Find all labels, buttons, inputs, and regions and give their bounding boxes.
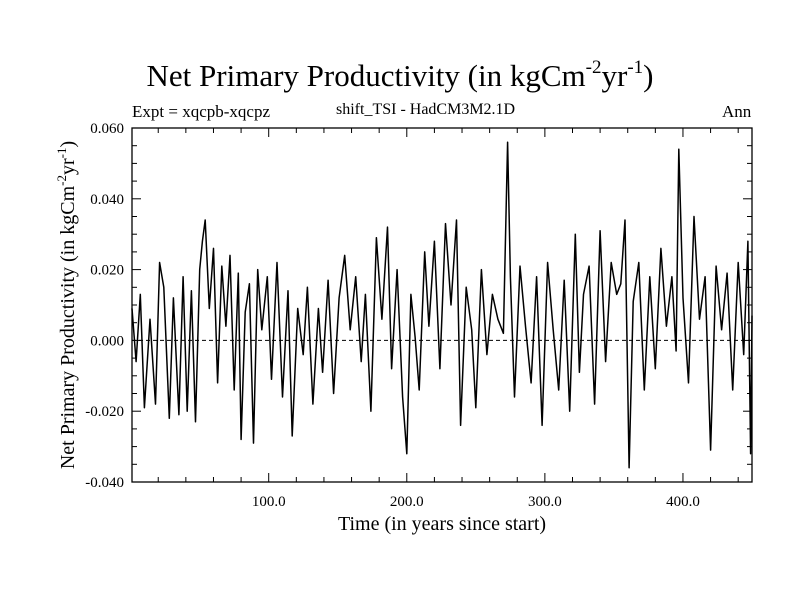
x-axis-title: Time (in years since start) (338, 513, 546, 535)
series-line-0 (131, 141, 753, 469)
y-axis-title: Net Primary Productivity (in kgCm-2yr-1) (54, 141, 79, 469)
title-exponent-1: -2 (585, 57, 602, 78)
chart-title: Net Primary Productivity (in kgCm-2yr-1) (0, 58, 800, 94)
title-end-text: ) (643, 58, 654, 93)
y-tick-label: 0.020 (90, 263, 124, 279)
y-title-main: Net Primary Productivity (in kgCm (57, 185, 79, 469)
y-tick-label: -0.040 (85, 475, 124, 491)
chart-subtitle: shift_TSI - HadCM3M2.1D (336, 101, 516, 118)
y-title-exponent-1: -2 (54, 175, 69, 186)
x-tick-label: 400.0 (666, 494, 700, 510)
x-tick-label: 300.0 (528, 494, 562, 510)
tick-layer: -0.040 -0.020 0.000 0.020 0.040 0.060 100.0 200… (85, 121, 752, 510)
title-mid-text: yr (601, 58, 628, 93)
title-exponent-2: -1 (627, 57, 644, 78)
experiment-label: Expt = xqcpb-xqcpz (132, 102, 270, 121)
x-tick-label: 100.0 (252, 494, 286, 510)
y-tick-label: -0.020 (85, 404, 124, 420)
season-label: Ann (722, 102, 752, 121)
x-tick-label: 200.0 (390, 494, 424, 510)
title-main-text: Net Primary Productivity (in kgCm (146, 58, 586, 93)
y-tick-label: 0.060 (90, 121, 124, 137)
y-tick-label: 0.040 (90, 192, 124, 208)
y-title-end: ) (57, 141, 79, 148)
y-tick-label: 0.000 (90, 333, 124, 349)
y-title-exponent-2: -1 (54, 148, 69, 159)
y-title-mid: yr (57, 158, 79, 175)
series-layer (131, 141, 753, 469)
